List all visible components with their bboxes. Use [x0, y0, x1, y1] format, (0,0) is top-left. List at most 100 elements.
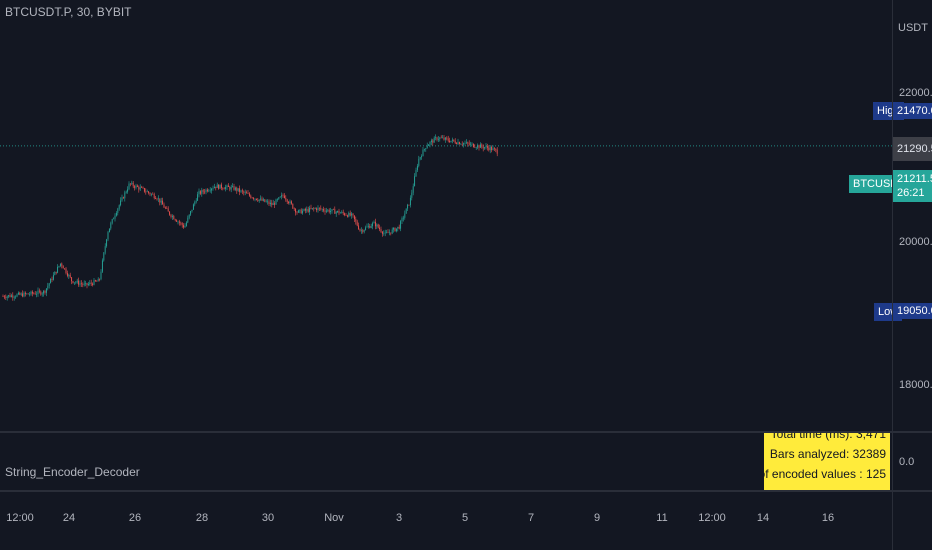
candle [114, 213, 116, 222]
candle [153, 192, 155, 200]
info-line-encoded: Number of encoded values : 125 [764, 467, 886, 481]
candle [289, 199, 291, 205]
candle [443, 134, 445, 141]
candle [40, 290, 42, 296]
candle [492, 145, 494, 151]
candle [121, 194, 123, 202]
candle [148, 190, 150, 195]
candle [293, 207, 295, 211]
candle [52, 272, 54, 281]
candle [62, 265, 64, 269]
time-axis[interactable]: 12:00 24 26 28 30 Nov 3 5 7 9 11 12:00 1… [0, 492, 892, 550]
candle [365, 225, 367, 231]
candle [211, 187, 213, 194]
candle [331, 209, 333, 214]
candle [117, 207, 119, 216]
candle [376, 223, 378, 229]
candle [274, 201, 276, 208]
candle [400, 219, 402, 232]
candle [190, 210, 192, 216]
candle [86, 282, 88, 289]
candle [229, 185, 231, 192]
candle [215, 186, 217, 191]
pane-separator[interactable] [0, 431, 932, 433]
candle [261, 196, 263, 202]
time-label: 7 [527, 512, 535, 524]
candle [393, 227, 395, 233]
candle [72, 280, 74, 284]
candle [219, 184, 221, 189]
indicator-pane[interactable]: String_Encoder_Decoder Total time (ms): … [0, 433, 892, 490]
candle [160, 197, 162, 206]
candle [31, 290, 33, 297]
candle [23, 291, 25, 298]
candle [223, 187, 225, 190]
candle [204, 189, 206, 195]
candle [411, 189, 413, 201]
candle [457, 138, 459, 146]
candle [450, 140, 452, 143]
main-chart-pane[interactable]: BTCUSDT.P, 30, BYBIT [0, 0, 892, 431]
price-chart[interactable] [0, 0, 892, 431]
candle [103, 251, 105, 262]
indicator-label[interactable]: String_Encoder_Decoder [5, 465, 140, 479]
candle [17, 291, 19, 296]
candle [344, 212, 346, 217]
candle [359, 228, 361, 232]
candle [309, 205, 311, 216]
price-axis[interactable]: USDT 22000.0 20000.0 18000.0 21470.0 212… [892, 0, 932, 550]
candle [467, 141, 469, 147]
candle [421, 154, 423, 160]
candle [197, 191, 199, 202]
candle [101, 258, 103, 273]
candle [38, 288, 40, 294]
candle [120, 197, 122, 207]
candle [349, 210, 351, 217]
candle [188, 214, 190, 220]
candle [265, 199, 267, 203]
candle [237, 188, 239, 192]
candle [275, 198, 277, 205]
candle [222, 187, 224, 191]
candle [302, 208, 304, 215]
candle [381, 230, 383, 237]
candle [51, 276, 53, 283]
candle [317, 205, 319, 213]
candle [157, 195, 159, 203]
candle [33, 292, 35, 295]
candle [166, 206, 168, 210]
candle [143, 187, 145, 193]
symbol-legend[interactable]: BTCUSDT.P, 30, BYBIT [5, 5, 132, 19]
candle [19, 291, 21, 296]
candle [234, 186, 236, 192]
candle [391, 227, 393, 235]
candle [390, 232, 392, 236]
candle [176, 219, 178, 223]
candle [335, 210, 337, 217]
candle [255, 198, 257, 201]
candle [352, 213, 354, 218]
time-label: 3 [395, 512, 403, 524]
candle [425, 147, 427, 152]
candle [346, 214, 348, 218]
candle [478, 144, 480, 151]
candle [87, 281, 89, 287]
candle [342, 209, 344, 216]
candle [297, 209, 299, 214]
candle [345, 212, 347, 216]
candle [296, 211, 298, 215]
candle [278, 197, 280, 200]
candle [27, 293, 29, 295]
candle [59, 263, 61, 268]
candle [202, 188, 204, 195]
candle [471, 142, 473, 146]
candle [493, 147, 495, 152]
indicator-info-box: Total time (ms): 3,471 Bars analyzed: 32… [764, 433, 890, 490]
candle [486, 143, 488, 151]
candle [306, 206, 308, 213]
candle [363, 229, 365, 234]
candle [267, 199, 269, 205]
currency-label[interactable]: USDT [898, 22, 928, 34]
candle [299, 209, 301, 214]
candle [113, 217, 115, 220]
